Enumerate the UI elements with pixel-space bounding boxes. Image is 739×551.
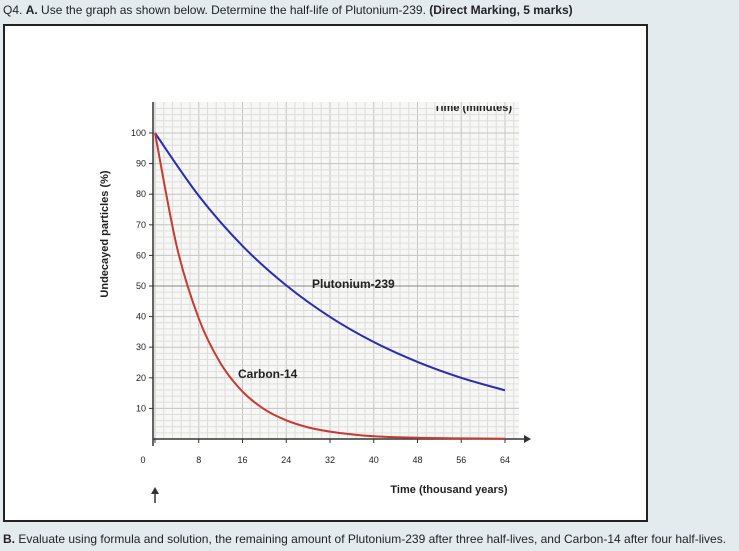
x-tick-label: 56 <box>456 455 466 465</box>
x-tick-label: 40 <box>369 455 379 465</box>
x-tick-label: 0 <box>140 455 145 465</box>
x-tick-label: 16 <box>237 455 247 465</box>
carbon-14-curve <box>154 132 506 440</box>
carbon-14-label: Carbon-14 <box>238 367 298 381</box>
x-tick-label: 32 <box>325 455 335 465</box>
plot-background <box>153 102 519 439</box>
plutonium-239-label: Plutonium-239 <box>312 277 395 291</box>
marks-label: (Direct Marking, 5 marks) <box>429 3 573 17</box>
y-tick-label: 10 <box>136 403 146 413</box>
y-tick-label: 20 <box>136 373 146 383</box>
question-a: Q4. A. Use the graph as shown below. Det… <box>3 3 573 17</box>
y-tick-label: 90 <box>136 159 146 169</box>
question-b: B. Evaluate using formula and solution, … <box>3 532 726 546</box>
x-tick-label: 64 <box>500 455 510 465</box>
y-tick-label: 50 <box>136 281 146 291</box>
y-tick-label: 70 <box>136 220 146 230</box>
y-tick-label: 100 <box>131 128 146 138</box>
x-axis-title: Time (thousand years) <box>390 484 507 496</box>
plutonium-239-curve <box>154 132 506 392</box>
y-tick-label: 80 <box>136 189 146 199</box>
y-axis-title: Undecayed particles (%) <box>99 170 111 297</box>
question-number: Q4. <box>3 3 26 17</box>
x-tick-label: 48 <box>412 455 422 465</box>
part-a-letter: A. <box>25 3 38 17</box>
x-tick-label: 24 <box>281 455 291 465</box>
small-arrow-head <box>151 487 159 494</box>
question-b-text: Evaluate using formula and solution, the… <box>15 532 727 546</box>
y-tick-label: 30 <box>136 342 146 352</box>
part-b-letter: B. <box>3 532 15 546</box>
x-axis-arrow <box>524 435 531 443</box>
y-tick-label: 60 <box>136 250 146 260</box>
top-axis-label: Time (minutes) <box>434 102 512 114</box>
x-tick-label: 8 <box>196 455 201 465</box>
question-a-text: Use the graph as shown below. Determine … <box>37 3 430 17</box>
y-tick-label: 40 <box>136 312 146 322</box>
